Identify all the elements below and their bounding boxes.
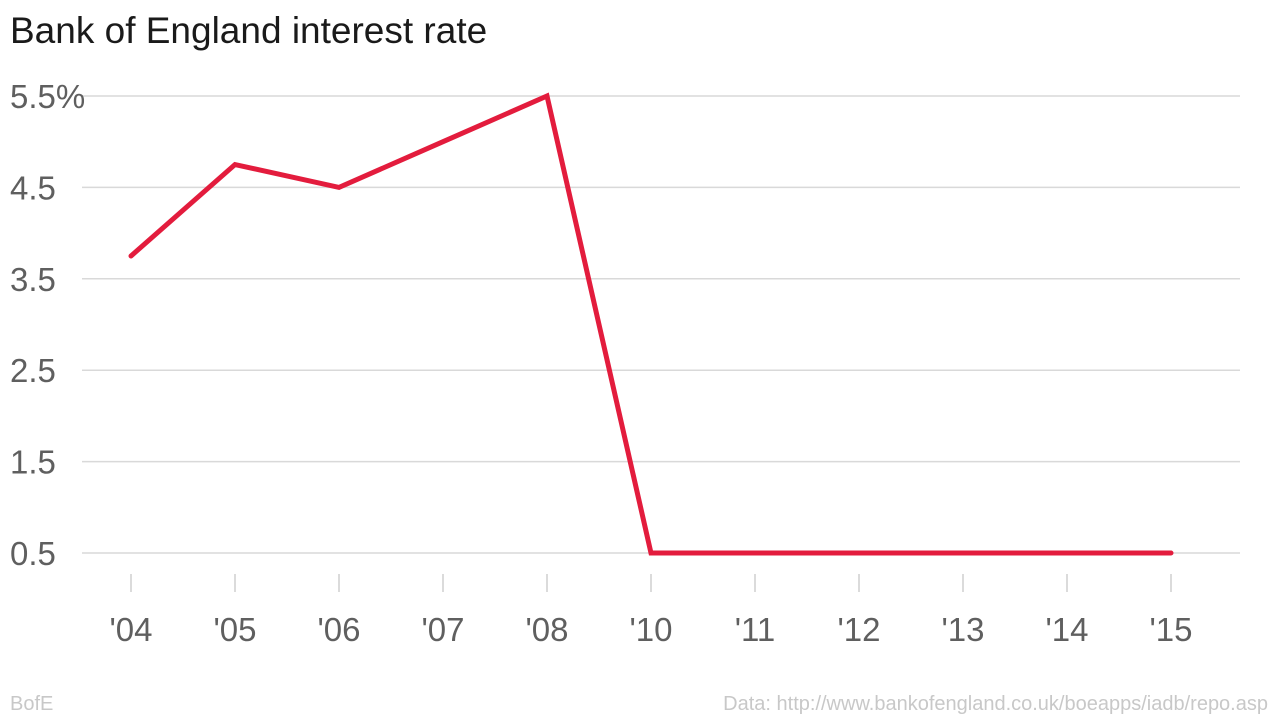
data-source-url: Data: http://www.bankofengland.co.uk/boe… bbox=[723, 693, 1268, 715]
series-layer bbox=[128, 92, 1174, 556]
chart-title: Bank of England interest rate bbox=[10, 10, 488, 51]
x-tick-label: '06 bbox=[317, 611, 360, 648]
x-axis-labels: '04 '05 '06 '07 '08 '10 '11 '12 '13 '14 '15 bbox=[109, 611, 1192, 648]
y-tick-label: 3.5 bbox=[10, 261, 56, 298]
gridlines bbox=[82, 95, 1240, 554]
x-tick-label: '10 bbox=[629, 611, 672, 648]
y-tick-label: 0.5 bbox=[10, 535, 56, 572]
x-tick-label: '11 bbox=[735, 611, 776, 648]
x-tick-label: '07 bbox=[421, 611, 464, 648]
x-tick-label: '15 bbox=[1149, 611, 1192, 648]
x-tick-label: '13 bbox=[941, 611, 984, 648]
x-tick-label: '04 bbox=[109, 611, 152, 648]
y-tick-label: 5.5% bbox=[10, 78, 85, 115]
y-tick-label: 4.5 bbox=[10, 169, 56, 206]
x-axis-ticks bbox=[130, 574, 1172, 592]
x-tick-label: '14 bbox=[1045, 611, 1088, 648]
y-tick-label: 2.5 bbox=[10, 352, 56, 389]
y-tick-label: 1.5 bbox=[10, 444, 56, 481]
series-line bbox=[128, 92, 1174, 556]
x-tick-label: '12 bbox=[837, 611, 880, 648]
y-axis-labels: 0.5 1.5 2.5 3.5 4.5 5.5% bbox=[10, 78, 85, 572]
x-tick-label: '05 bbox=[213, 611, 256, 648]
source-credit: BofE bbox=[10, 693, 54, 715]
x-tick-label: '08 bbox=[525, 611, 568, 648]
